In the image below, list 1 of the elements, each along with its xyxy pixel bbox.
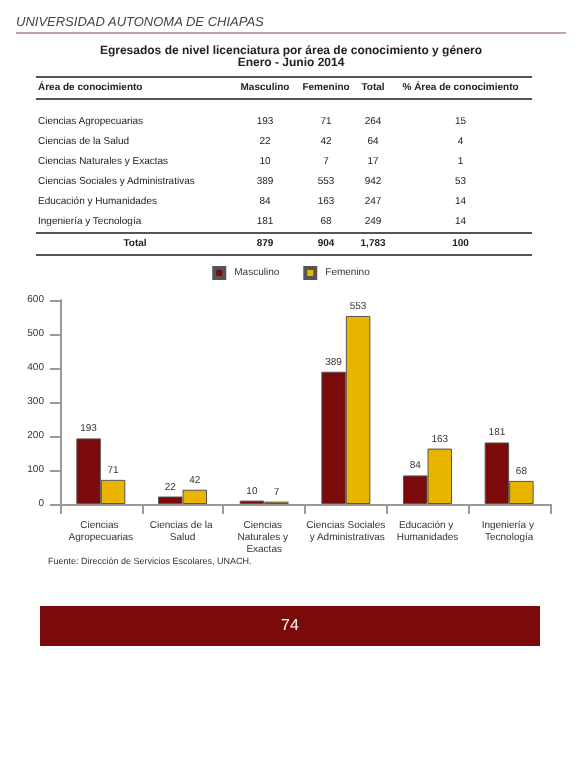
footer-banner: 74: [40, 606, 540, 646]
